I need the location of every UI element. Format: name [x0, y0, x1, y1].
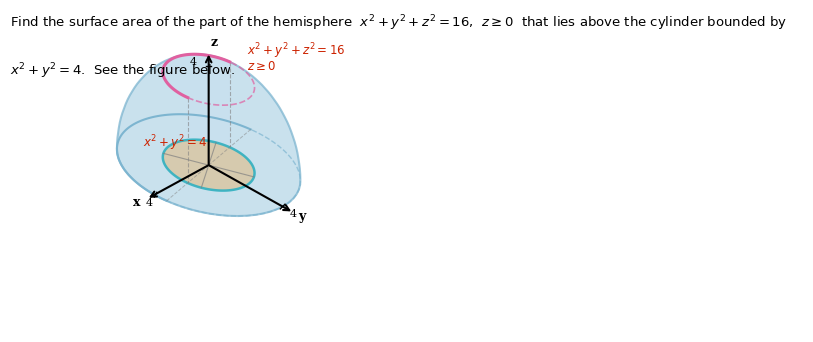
Text: 4: 4: [289, 209, 297, 219]
Polygon shape: [163, 140, 254, 190]
Text: $x^2 + y^2 + z^2 = 16$: $x^2 + y^2 + z^2 = 16$: [247, 41, 346, 61]
Text: x: x: [133, 196, 141, 209]
Text: 4: 4: [146, 198, 154, 209]
Polygon shape: [163, 54, 230, 183]
Text: $x^2 + y^2 = 4$.  See the figure below.: $x^2 + y^2 = 4$. See the figure below.: [10, 62, 235, 81]
Text: $x^2 + y^2 = 4$: $x^2 + y^2 = 4$: [143, 133, 207, 153]
Text: z: z: [211, 36, 217, 49]
Text: y: y: [298, 210, 305, 223]
Polygon shape: [117, 54, 300, 216]
Text: Find the surface area of the part of the hemisphere  $x^2 + y^2 + z^2 = 16$,  $z: Find the surface area of the part of the…: [10, 14, 787, 33]
Text: $z \geq 0$: $z \geq 0$: [247, 60, 276, 73]
Text: 4: 4: [189, 57, 197, 67]
